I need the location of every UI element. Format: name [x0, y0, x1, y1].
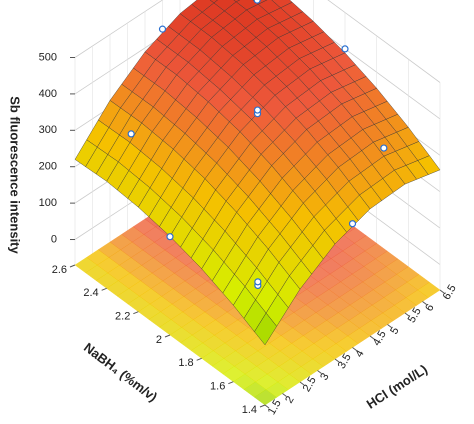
surface-patch	[209, 0, 218, 4]
data-point	[253, 106, 262, 114]
y-tick-label: 2.4	[83, 287, 98, 299]
y-tick-label: 1.8	[178, 357, 193, 369]
y-tick-label: 1.4	[242, 404, 257, 416]
data-point	[341, 45, 349, 53]
tick-mark	[317, 370, 322, 374]
tick-mark	[334, 358, 340, 363]
z-tick-label: 100	[39, 197, 57, 209]
data-point	[158, 25, 167, 33]
z-axis-title: Sb fluorescence intensity	[8, 96, 23, 254]
x-axis-title: HCl (mol/L)	[364, 361, 430, 411]
x-tick-label: 4	[353, 348, 366, 359]
y-tick-label: 2.6	[52, 264, 67, 276]
z-tick-label: 400	[39, 88, 57, 100]
tick-mark	[164, 334, 171, 338]
tick-mark	[259, 404, 266, 408]
tick-mark	[299, 381, 305, 386]
y-tick-label: 2	[156, 334, 162, 346]
x-tick-label: 5	[388, 325, 401, 336]
z-tick-label: 300	[39, 124, 57, 136]
tick-mark	[404, 312, 410, 317]
tick-mark	[352, 347, 357, 351]
z-tick-label: 500	[39, 51, 57, 63]
tick-mark	[69, 264, 76, 268]
data-point	[254, 278, 262, 286]
y-axis-title: NaBH₄ (%m/v)	[81, 340, 160, 405]
x-tick-label: 6	[423, 302, 436, 313]
tick-mark	[282, 393, 287, 397]
surface-patch	[254, 312, 277, 346]
data-point	[253, 0, 261, 4]
tick-mark	[369, 335, 375, 340]
x-tick-label: 6.5	[441, 283, 459, 302]
y-tick-label: 2.2	[115, 311, 130, 323]
tick-mark	[133, 311, 139, 315]
tick-mark	[228, 381, 234, 385]
tick-mark	[387, 324, 392, 328]
data-point	[348, 220, 357, 228]
tick-mark	[196, 357, 202, 361]
z-tick-label: 0	[51, 233, 57, 245]
x-tick-label: 3	[318, 371, 331, 382]
x-tick-label: 2	[283, 394, 296, 405]
data-point	[380, 144, 388, 152]
y-tick-label: 1.6	[210, 381, 225, 393]
z-tick-label: 200	[39, 161, 57, 173]
data-point	[166, 233, 174, 241]
tick-mark	[101, 287, 107, 291]
tick-mark	[264, 404, 270, 409]
tick-mark	[439, 289, 445, 294]
surface-patch	[233, 0, 241, 3]
data-point	[127, 130, 135, 138]
tick-mark	[422, 301, 427, 305]
